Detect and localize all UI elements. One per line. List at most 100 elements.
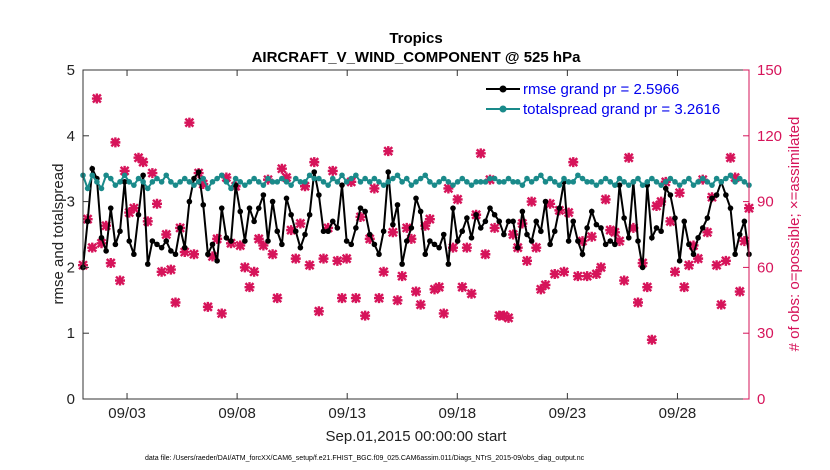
totalspread-point — [334, 179, 341, 185]
plot-area — [83, 70, 749, 399]
rmse-point — [84, 218, 91, 225]
obs-marker — [147, 168, 158, 179]
obs-marker — [165, 264, 176, 275]
totalspread-point — [584, 179, 590, 185]
totalspread-point — [269, 179, 276, 185]
rmse-point — [436, 244, 442, 251]
y-tick-label-right: 150 — [757, 62, 782, 79]
obs-marker — [572, 271, 583, 282]
totalspread-point — [736, 175, 743, 182]
rmse-point — [117, 228, 123, 235]
obs-marker — [91, 93, 102, 104]
totalspread-point — [570, 179, 577, 185]
obs-marker — [693, 253, 704, 264]
totalspread-points — [80, 172, 752, 192]
rmse-point — [251, 218, 257, 225]
totalspread-point — [283, 179, 290, 185]
rmse-point — [639, 264, 646, 271]
totalspread-point — [228, 185, 234, 192]
totalspread-point — [191, 182, 197, 188]
obs-marker — [586, 231, 597, 242]
obs-marker — [355, 211, 366, 222]
totalspread-point — [117, 179, 123, 185]
totalspread-point — [639, 182, 646, 188]
obs-marker — [526, 196, 537, 207]
obs-marker — [452, 194, 463, 205]
rmse-point — [376, 251, 382, 258]
totalspread-point — [279, 175, 285, 182]
obs-marker — [138, 157, 149, 168]
totalspread-point — [242, 182, 248, 188]
rmse-point — [713, 192, 720, 198]
rmse-point — [144, 261, 151, 267]
totalspread-point — [431, 182, 438, 188]
obs-marker — [258, 240, 269, 251]
totalspread-point — [491, 175, 498, 182]
obs-marker — [674, 187, 685, 198]
rmse-point — [353, 225, 359, 231]
rmse-point — [468, 234, 475, 241]
rmse-point — [403, 238, 410, 244]
obs-marker — [189, 249, 199, 260]
totalspread-point — [177, 179, 183, 185]
rmse-point — [181, 244, 188, 251]
obs-marker — [128, 203, 139, 214]
y-axis-label-left: rmse and totalspread — [50, 164, 67, 305]
rmse-point — [454, 238, 461, 244]
rmse-point — [177, 225, 183, 231]
rmse-point — [496, 218, 503, 225]
obs-marker — [619, 275, 630, 286]
rmse-point — [135, 211, 142, 218]
rmse-point — [584, 225, 590, 231]
totalspread-point — [103, 172, 109, 179]
totalspread-point — [561, 175, 567, 182]
rmse-point — [385, 169, 392, 175]
totalspread-point — [246, 179, 253, 185]
obs-marker — [670, 266, 680, 277]
totalspread-point — [690, 182, 697, 188]
totalspread-point — [380, 182, 387, 188]
totalspread-point — [403, 175, 410, 182]
totalspread-point — [649, 175, 655, 182]
totalspread-point — [635, 175, 641, 182]
rmse-point — [464, 215, 470, 221]
obs-marker — [87, 242, 98, 253]
rmse-point — [218, 205, 225, 211]
obs-marker — [350, 293, 361, 304]
x-tick-label: 09/18 — [439, 405, 477, 422]
obs-marker — [517, 218, 528, 229]
obs-marker — [249, 266, 260, 277]
obs-marker — [734, 286, 745, 297]
totalspread-point — [144, 185, 151, 192]
totalspread-point — [154, 175, 160, 182]
rmse-point — [524, 231, 530, 238]
totalspread-point — [440, 175, 447, 182]
totalspread-point — [209, 179, 216, 185]
totalspread-point — [695, 179, 701, 185]
chart-subtitle: AIRCRAFT_V_WIND_COMPONENT @ 525 hPa — [252, 49, 582, 66]
obs-marker — [540, 279, 551, 290]
obs-marker — [424, 214, 435, 225]
totalspread-point — [459, 175, 466, 182]
totalspread-point — [704, 179, 711, 185]
obs-marker — [304, 260, 315, 271]
totalspread-point — [519, 182, 526, 188]
totalspread-point — [140, 179, 146, 185]
totalspread-point — [538, 172, 544, 179]
rmse-point — [334, 225, 341, 231]
obs-marker — [383, 146, 394, 157]
totalspread-point — [676, 182, 683, 188]
totalspread-point — [89, 172, 96, 179]
x-tick-label: 09/28 — [659, 405, 697, 422]
obs-marker — [110, 137, 121, 148]
obs-marker — [341, 253, 352, 264]
obs-marker — [156, 266, 167, 277]
totalspread-point — [306, 172, 313, 179]
totalspread-point — [575, 172, 581, 179]
totalspread-point — [533, 175, 540, 182]
obs-marker — [679, 282, 690, 293]
totalspread-point — [473, 179, 479, 185]
totalspread-point — [195, 179, 202, 185]
rmse-point — [727, 205, 734, 211]
